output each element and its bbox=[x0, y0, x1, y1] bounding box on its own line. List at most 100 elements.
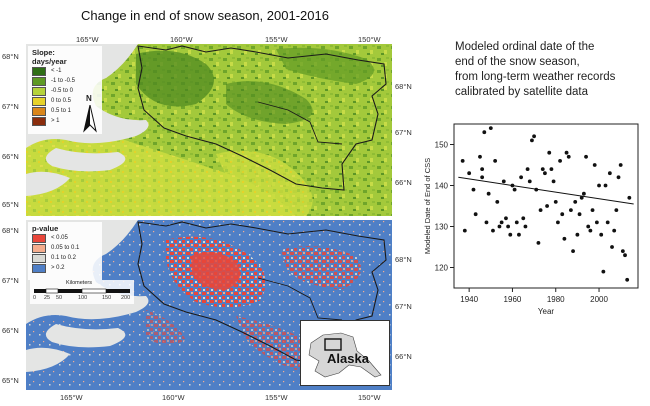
data-point bbox=[521, 216, 526, 221]
legend-swatch bbox=[32, 86, 46, 96]
scale-bar: Kilometers 0 25 50 100 150 200 bbox=[30, 280, 134, 304]
lat-tick: 66°N bbox=[395, 178, 412, 187]
pvalue-legend-title: p-value bbox=[32, 224, 59, 233]
data-point bbox=[610, 245, 614, 249]
data-point bbox=[467, 171, 472, 176]
data-point bbox=[625, 277, 630, 282]
pvalue-legend-item: > 0.2 bbox=[32, 263, 98, 273]
legend-label: 0.05 to 0.1 bbox=[51, 245, 80, 251]
lat-tick: 67°N bbox=[2, 102, 19, 111]
legend-label: < -1 bbox=[51, 68, 62, 74]
data-point bbox=[525, 167, 530, 171]
pvalue-legend: p-value < 0.05 0.05 to 0.1 0.1 to 0.2 > … bbox=[28, 222, 102, 280]
data-point bbox=[577, 212, 582, 217]
data-point bbox=[501, 179, 506, 184]
data-point bbox=[618, 163, 623, 167]
lat-tick: 65°N bbox=[2, 200, 19, 209]
slope-legend-item: 0.5 to 1 bbox=[32, 106, 98, 116]
data-point bbox=[599, 232, 604, 237]
legend-label: -0.5 to 0 bbox=[51, 88, 74, 94]
data-point bbox=[568, 208, 573, 212]
data-point bbox=[473, 212, 478, 217]
data-point bbox=[603, 183, 608, 188]
scale-label: 50 bbox=[56, 295, 63, 301]
lon-tick: 160°W bbox=[162, 393, 185, 402]
data-point bbox=[575, 232, 580, 237]
data-point bbox=[499, 220, 504, 225]
data-point bbox=[540, 167, 545, 171]
x-tick-label: 1960 bbox=[504, 295, 522, 304]
data-point bbox=[620, 249, 625, 254]
data-point bbox=[536, 241, 541, 245]
lon-tick: 160°W bbox=[170, 35, 193, 44]
data-point bbox=[605, 220, 610, 225]
lon-tick: 150°W bbox=[358, 35, 381, 44]
data-point bbox=[504, 216, 508, 221]
y-tick-label: 130 bbox=[435, 223, 449, 232]
data-point bbox=[478, 154, 482, 159]
legend-swatch bbox=[32, 253, 46, 263]
data-point bbox=[560, 212, 565, 217]
scale-label: 0 bbox=[33, 295, 37, 301]
scale-label: 200 bbox=[121, 295, 131, 301]
lat-tick: 67°N bbox=[395, 128, 412, 137]
data-point bbox=[480, 167, 485, 171]
scale-label: 25 bbox=[44, 295, 51, 301]
lat-tick: 66°N bbox=[2, 326, 19, 335]
scale-title: Kilometers bbox=[66, 280, 92, 286]
legend-label: 0 to 0.5 bbox=[51, 98, 72, 104]
scale-bar-graphic bbox=[34, 288, 130, 294]
pvalue-legend-item: 0.1 to 0.2 bbox=[32, 253, 98, 263]
data-point bbox=[549, 167, 554, 171]
legend-swatch bbox=[32, 66, 46, 76]
data-point bbox=[612, 228, 617, 233]
data-point bbox=[532, 134, 536, 139]
inset-label: Alaska bbox=[327, 351, 369, 366]
chart-description: Modeled ordinal date of the end of the s… bbox=[455, 40, 645, 100]
lat-tick: 68°N bbox=[395, 255, 412, 264]
data-point bbox=[566, 154, 571, 159]
description-line: calibrated by satellite data bbox=[455, 86, 588, 98]
north-arrow-letter: N bbox=[86, 94, 92, 103]
data-point bbox=[514, 220, 519, 225]
legend-swatch bbox=[32, 243, 46, 253]
plot-frame bbox=[453, 123, 639, 289]
data-point bbox=[586, 224, 591, 229]
legend-swatch bbox=[32, 263, 46, 273]
lat-tick: 68°N bbox=[395, 82, 412, 91]
slope-legend-item: -0.5 to 0 bbox=[32, 86, 98, 96]
end-of-snow-scatter-chart: 1940 1960 1980 2000 120 130 140 150 Year Modeled … bbox=[423, 123, 639, 316]
data-point bbox=[601, 269, 606, 274]
data-point bbox=[616, 175, 621, 180]
legend-label: < 0.05 bbox=[51, 235, 68, 241]
lon-tick: 165°W bbox=[60, 393, 83, 402]
slope-legend-title-line1: Slope: bbox=[32, 48, 55, 57]
data-point bbox=[590, 208, 595, 212]
data-point bbox=[523, 224, 528, 229]
lat-tick: 66°N bbox=[395, 352, 412, 361]
data-point bbox=[545, 204, 549, 208]
lat-tick: 67°N bbox=[395, 302, 412, 311]
legend-swatch bbox=[32, 116, 46, 126]
scale-label: 150 bbox=[102, 295, 112, 301]
legend-swatch bbox=[32, 96, 46, 106]
lat-tick: 67°N bbox=[2, 276, 19, 285]
data-point bbox=[519, 175, 524, 180]
data-point bbox=[486, 191, 491, 196]
lat-tick: 66°N bbox=[2, 152, 19, 161]
data-point bbox=[491, 228, 495, 233]
description-line: from long-term weather records bbox=[455, 71, 616, 83]
data-point bbox=[558, 159, 562, 163]
data-point bbox=[471, 187, 476, 192]
legend-swatch bbox=[32, 233, 46, 243]
data-point bbox=[581, 191, 586, 196]
data-point bbox=[495, 200, 500, 204]
legend-label: > 0.2 bbox=[51, 265, 65, 271]
y-tick-label: 140 bbox=[435, 182, 449, 191]
data-point bbox=[497, 224, 502, 229]
data-point bbox=[508, 232, 513, 237]
legend-label: 0.5 to 1 bbox=[51, 108, 72, 114]
data-point bbox=[512, 187, 517, 192]
description-line: end of the snow season, bbox=[455, 56, 580, 68]
y-tick-label: 150 bbox=[435, 141, 449, 150]
